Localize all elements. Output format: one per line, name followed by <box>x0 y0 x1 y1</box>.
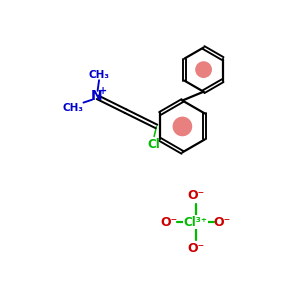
Circle shape <box>172 117 192 136</box>
Text: CH₃: CH₃ <box>88 70 110 80</box>
Text: Cl³⁺: Cl³⁺ <box>184 216 208 229</box>
Text: +: + <box>99 86 107 96</box>
Text: O⁻: O⁻ <box>187 242 204 255</box>
Text: O⁻: O⁻ <box>160 216 178 229</box>
Text: N: N <box>91 89 103 103</box>
Text: O⁻: O⁻ <box>187 189 204 202</box>
Text: O⁻: O⁻ <box>214 216 231 229</box>
Text: CH₃: CH₃ <box>63 103 84 113</box>
Text: Cl: Cl <box>148 138 160 151</box>
Circle shape <box>195 61 212 78</box>
